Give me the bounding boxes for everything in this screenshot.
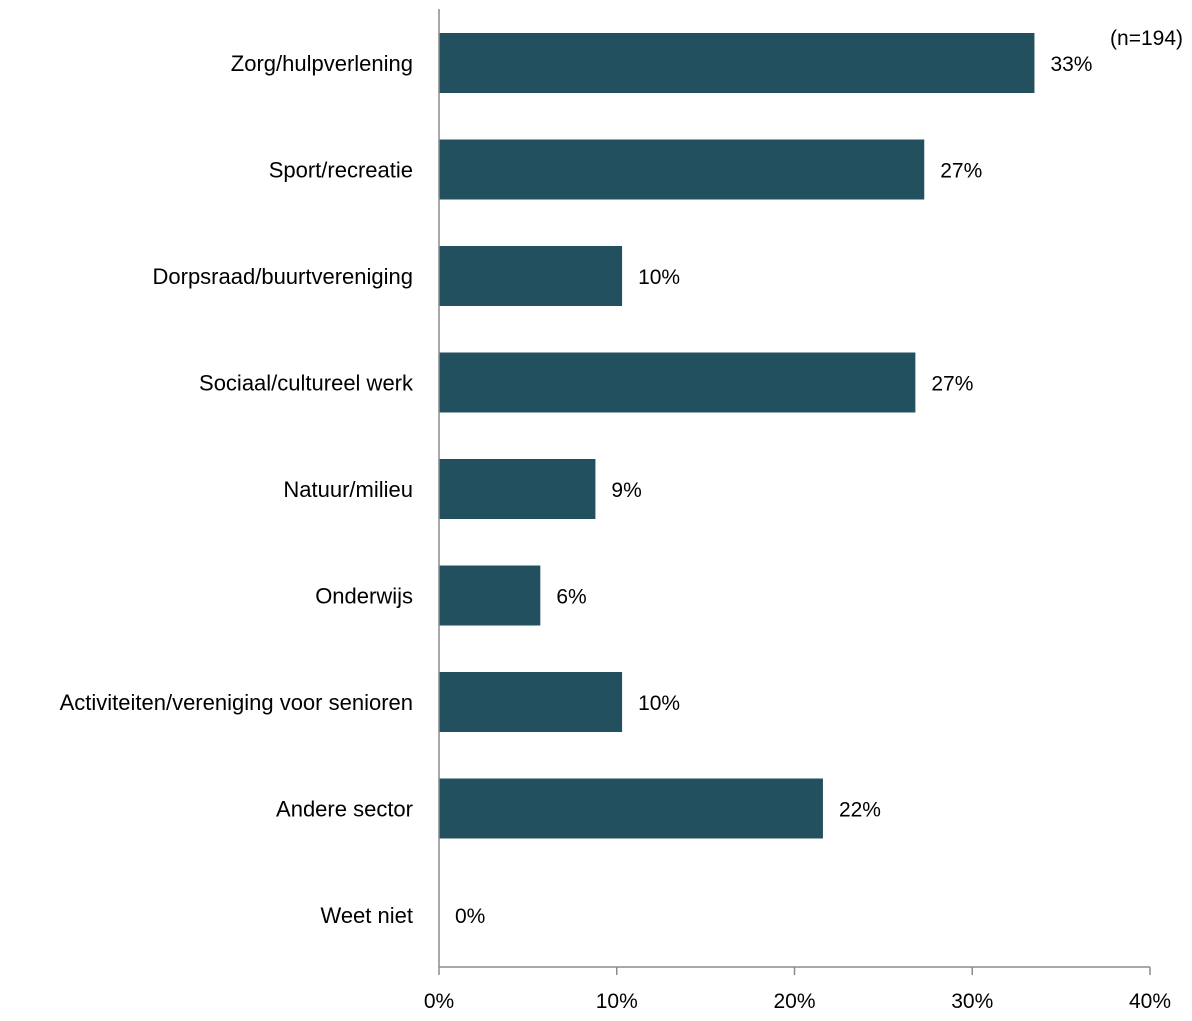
category-label: Zorg/hulpverlening — [231, 51, 413, 76]
category-label: Sociaal/cultureel werk — [199, 371, 414, 396]
value-label: 33% — [1050, 53, 1092, 76]
category-label: Onderwijs — [315, 584, 413, 609]
x-tick-label: 30% — [951, 990, 993, 1013]
bar — [439, 246, 623, 306]
x-tick-label: 0% — [424, 990, 454, 1013]
value-label: 27% — [931, 373, 973, 396]
x-tick-label: 40% — [1129, 990, 1171, 1013]
value-label: 22% — [839, 799, 881, 822]
category-label: Activiteiten/vereniging voor senioren — [60, 690, 413, 715]
category-labels-layer: Zorg/hulpverlening Sport/recreatie Dorpsra… — [60, 51, 414, 928]
sample-size-annotation: (n=194) — [1110, 27, 1183, 50]
bar — [439, 565, 541, 626]
x-tick-label: 10% — [596, 990, 638, 1013]
category-label: Natuur/milieu — [283, 477, 413, 502]
bar — [439, 33, 1035, 93]
category-label: Andere sector — [276, 797, 413, 822]
bar — [439, 352, 916, 413]
category-label: Weet niet — [320, 903, 413, 928]
bar — [439, 139, 925, 200]
value-label: 27% — [940, 160, 982, 183]
value-label: 6% — [556, 586, 586, 609]
value-label: 10% — [638, 692, 680, 715]
value-labels-layer: 33% 27% 10% 27% 9% 6% 10% 22% 0% — [455, 53, 1092, 928]
category-label: Dorpsraad/buurtvereniging — [153, 264, 414, 289]
value-label: 0% — [455, 905, 485, 928]
value-label: 9% — [611, 479, 641, 502]
value-label: 10% — [638, 266, 680, 289]
bars-layer — [439, 33, 1035, 839]
bar — [439, 672, 623, 732]
x-tick-label: 20% — [773, 990, 815, 1013]
bar — [439, 778, 823, 839]
bar — [439, 459, 596, 519]
category-label: Sport/recreatie — [269, 158, 413, 183]
x-ticks-layer: 0% 10% 20% 30% 40% — [424, 967, 1171, 1013]
